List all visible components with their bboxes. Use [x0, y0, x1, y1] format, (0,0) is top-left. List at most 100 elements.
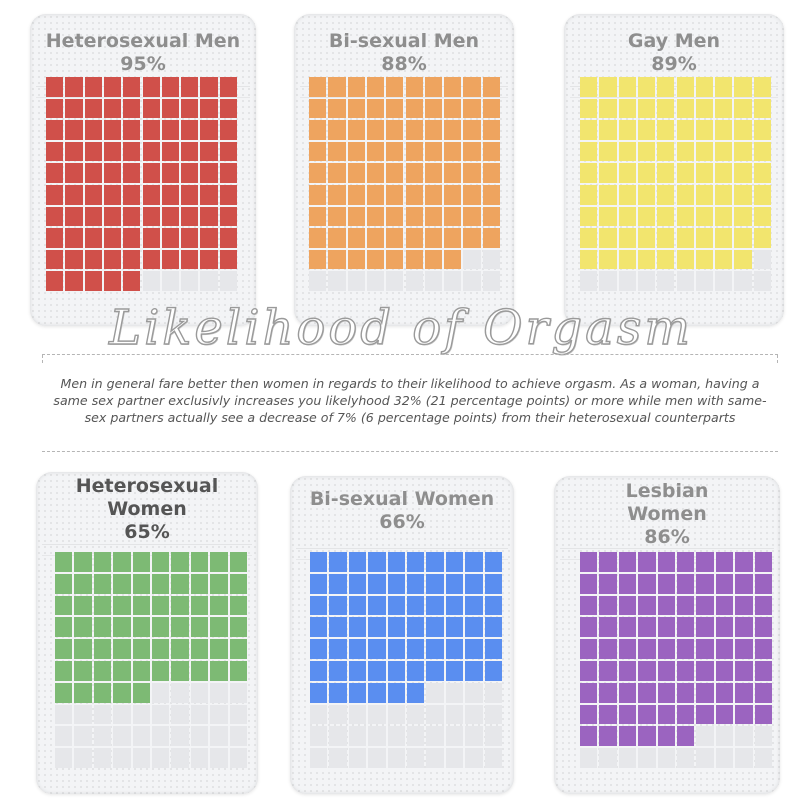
waffle-cell-filled — [142, 228, 160, 248]
panel-title-gay-men: Gay Men 89% — [564, 30, 784, 76]
waffle-cell-filled — [695, 98, 714, 119]
waffle-cell-filled — [657, 682, 675, 703]
waffle-cell-filled — [426, 552, 444, 572]
waffle-cell-empty — [210, 748, 228, 768]
waffle-cell-empty — [190, 748, 209, 768]
waffle-cell-filled — [387, 639, 405, 659]
waffle-cell-filled — [599, 120, 617, 140]
waffle-cell-filled — [599, 639, 617, 659]
waffle-cell-empty — [328, 271, 346, 291]
waffle-cell-empty — [426, 704, 444, 725]
waffle-cell-filled — [618, 228, 636, 248]
waffle-cell-empty — [696, 726, 714, 747]
waffle-cell-empty — [348, 726, 367, 747]
waffle-cell-empty — [580, 748, 598, 768]
waffle-cell-filled — [386, 185, 404, 205]
waffle-cell-filled — [618, 639, 637, 659]
waffle-cell-empty — [387, 748, 405, 768]
waffle-cell-filled — [103, 206, 122, 227]
waffle-cell-filled — [580, 661, 598, 681]
waffle-cell-filled — [84, 206, 102, 227]
waffle-cell-filled — [676, 141, 694, 162]
waffle-cell-filled — [46, 98, 64, 119]
waffle-cell-filled — [407, 617, 425, 638]
waffle-cell-filled — [103, 228, 122, 248]
waffle-cell-filled — [113, 661, 131, 681]
waffle-cell-filled — [310, 573, 328, 594]
waffle-cell-filled — [152, 595, 170, 616]
waffle-cell-empty — [618, 748, 637, 768]
waffle-cell-filled — [424, 141, 443, 162]
waffle-cell-filled — [407, 552, 425, 572]
waffle-cell-filled — [46, 271, 64, 291]
waffle-cell-filled — [695, 141, 714, 162]
waffle-cell-filled — [93, 595, 112, 616]
waffle-cell-filled — [618, 120, 636, 140]
waffle-cell-filled — [142, 98, 160, 119]
waffle-cell-filled — [657, 141, 675, 162]
waffle-cell-filled — [84, 77, 102, 97]
panel-percent: 95% — [120, 53, 166, 75]
waffle-cell-filled — [599, 661, 617, 681]
waffle-cell-filled — [200, 249, 218, 270]
waffle-cell-filled — [310, 617, 328, 638]
waffle-cell-empty — [677, 748, 695, 768]
waffle-cell-filled — [309, 206, 327, 227]
waffle-cell-filled — [580, 573, 598, 594]
waffle-cell-filled — [229, 639, 247, 659]
waffle-cell-empty — [74, 704, 92, 725]
waffle-cell-filled — [734, 77, 752, 97]
waffle-cell-empty — [366, 271, 385, 291]
waffle-cell-filled — [424, 185, 443, 205]
waffle-cell-filled — [366, 185, 385, 205]
waffle-cell-filled — [599, 552, 617, 572]
waffle-cell-filled — [171, 552, 189, 572]
waffle-cell-filled — [55, 595, 73, 616]
panel-title-bisexual-women: Bi-sexual Women 66% — [290, 488, 514, 534]
waffle-cell-filled — [113, 595, 131, 616]
waffle-cell-filled — [161, 249, 180, 270]
waffle-cell-filled — [74, 595, 92, 616]
waffle-cell-filled — [445, 661, 464, 681]
waffle-cell-empty — [171, 682, 189, 703]
waffle-cell-filled — [580, 163, 598, 183]
waffle-cell-filled — [65, 185, 83, 205]
waffle-cell-filled — [599, 185, 617, 205]
waffle-cell-filled — [368, 682, 386, 703]
waffle-cell-empty — [132, 726, 150, 747]
waffle-cell-filled — [190, 573, 209, 594]
waffle-cell-filled — [93, 661, 112, 681]
waffle-cell-filled — [152, 639, 170, 659]
waffle-cell-filled — [171, 639, 189, 659]
waffle-cell-filled — [657, 77, 675, 97]
waffle-cell-filled — [638, 726, 656, 747]
waffle-cell-filled — [219, 98, 237, 119]
waffle-cell-filled — [445, 595, 464, 616]
waffle-cell-filled — [677, 726, 695, 747]
waffle-cell-filled — [753, 163, 771, 183]
waffle-cell-empty — [599, 748, 617, 768]
waffle-cell-empty — [580, 271, 598, 291]
waffle-cell-filled — [657, 185, 675, 205]
waffle-cell-empty — [387, 704, 405, 725]
waffle-cell-filled — [387, 682, 405, 703]
waffle-cell-filled — [676, 163, 694, 183]
waffle-cell-filled — [366, 228, 385, 248]
waffle-cell-filled — [677, 617, 695, 638]
waffle-cell-filled — [444, 98, 462, 119]
waffle-cell-filled — [142, 163, 160, 183]
waffle-cell-filled — [309, 163, 327, 183]
waffle-cell-filled — [142, 141, 160, 162]
waffle-cell-filled — [310, 661, 328, 681]
waffle-cell-filled — [734, 120, 752, 140]
waffle-cell-empty — [310, 726, 328, 747]
waffle-cell-filled — [46, 77, 64, 97]
waffle-grid-lesbian-women — [580, 552, 772, 768]
waffle-cell-filled — [329, 682, 347, 703]
waffle-cell-filled — [368, 573, 386, 594]
waffle-cell-empty — [753, 249, 771, 270]
waffle-cell-filled — [444, 206, 462, 227]
waffle-cell-filled — [677, 595, 695, 616]
waffle-cell-filled — [753, 120, 771, 140]
waffle-cell-filled — [55, 639, 73, 659]
